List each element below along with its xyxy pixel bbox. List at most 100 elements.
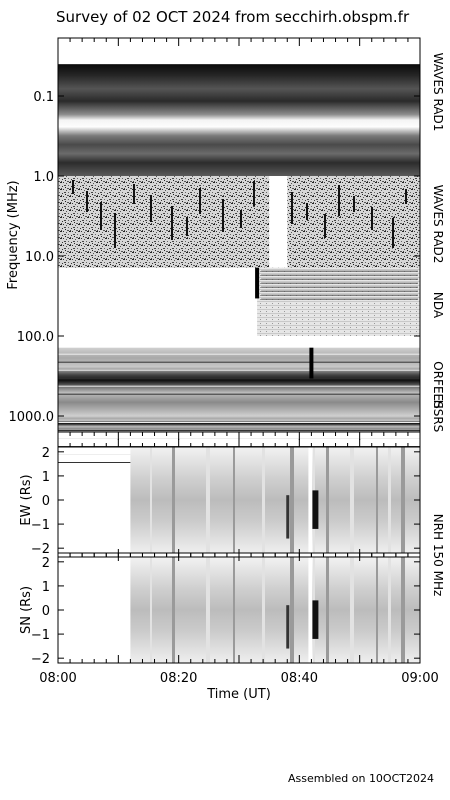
rad2-burst-streak [114,213,116,248]
nrh-time-stripe [401,557,405,663]
nrh-dark-band [286,605,290,649]
rad2-burst-streak [371,207,373,230]
nrh-time-stripe [150,557,152,663]
nrh-tick-label: −2 [31,542,50,557]
time-tick-label: 08:20 [160,671,197,686]
time-tick-label: 08:00 [39,671,76,686]
freq-axis-label: Frequency (MHz) [6,180,21,289]
rad2-burst-streak [222,199,224,232]
nrh-time-stripe [206,557,210,663]
rad2-burst-streak [150,195,152,222]
freq-tick-label: 1.0 [33,170,54,185]
freq-tick-label: 10.0 [25,250,54,265]
nrh-tick-label: 0 [42,604,50,619]
waves-rad1-panel [58,64,420,176]
rad2-burst-streak [72,180,74,194]
rad2-burst-streak [338,185,340,216]
nrh-time-stripe [350,447,354,553]
orfees-channel-line [58,353,420,355]
nrh-time-stripe [172,447,175,553]
time-axis-label: Time (UT) [206,687,271,702]
nrh-time-stripe [262,447,265,553]
instrument-label: WAVES RAD2 [431,185,445,264]
nrh-time-stripe [376,557,378,663]
instrument-label: NDA [431,292,445,319]
nrh-tick-label: 1 [42,580,50,595]
nda-interference-line [261,290,418,292]
hsrs-channel-line [58,422,420,423]
nda-interference-line [261,274,418,276]
nrh-tick-label: −2 [31,652,50,667]
rad2-burst-streak [324,214,326,238]
nda-panel [257,267,420,336]
rad2-burst-streak [405,189,407,204]
nrh-panel-image [130,557,420,663]
nda-interference-line [261,294,418,296]
nrh-panel-image [130,447,420,553]
nda-interference-line [261,270,418,272]
instrument-label: ORFEES [431,361,445,408]
rad2-burst-streak [306,203,308,220]
nrh-dark-source [312,490,319,529]
nrh-tick-label: −1 [31,628,50,643]
nda-interference-line [261,282,418,284]
time-tick-label: 09:00 [401,671,438,686]
time-tick-label: 08:40 [281,671,318,686]
orfees-panel [58,347,420,416]
nda-interference-line [261,278,418,280]
assembled-note: Assembled on 10OCT2024 [287,772,434,785]
nrh-time-stripe [150,447,152,553]
nrh-time-stripe [350,557,354,663]
page-title: Survey of 02 OCT 2024 from secchirh.obsp… [56,8,410,26]
nda-interference-line [261,286,418,288]
nrh-dark-band [286,495,290,539]
nrh-time-stripe [388,447,391,553]
hsrs-panel [58,416,420,432]
rad2-burst-streak [171,206,173,240]
orfees-channel-line [58,385,420,387]
hsrs-channel-line [58,430,420,431]
nrh-axis-label: SN (Rs) [19,586,34,634]
nrh-axis-label: EW (Rs) [19,474,34,525]
rad2-burst-streak [392,218,394,248]
spectrum-burst-mark [255,267,260,299]
freq-tick-label: 100.0 [17,330,54,345]
freq-tick-label: 1000.0 [9,410,55,425]
nrh-time-stripe [326,447,329,553]
nrh-bright-band [308,447,313,553]
rad2-burst-streak [199,188,201,214]
nrh-tick-label: 2 [42,446,50,461]
nrh-tick-label: −1 [31,518,50,533]
orfees-channel-line [58,377,420,379]
nrh-instrument-label: NRH 150 MHz [431,514,445,597]
rad2-burst-streak [240,210,242,228]
nrh-time-stripe [401,447,405,553]
rad2-burst-streak [86,191,88,212]
nda-interference-line [261,298,418,300]
nrh-bright-band [308,557,313,663]
spectrum-burst-mark [309,347,314,379]
nrh-time-stripe [290,447,294,553]
rad2-burst-streak [186,217,188,236]
nrh-time-stripe [262,557,265,663]
nrh-time-stripe [326,557,329,663]
rad2-burst-streak [253,181,255,206]
nrh-time-stripe [233,557,235,663]
instrument-label: WAVES RAD1 [431,53,445,132]
orfees-channel-line [58,361,420,363]
nrh-time-stripe [290,557,294,663]
nrh-time-stripe [376,447,378,553]
freq-tick-label: 0.1 [33,90,54,105]
orfees-channel-line [58,393,420,395]
nrh-tick-label: 1 [42,470,50,485]
instrument-label: HSRS [431,400,445,433]
nrh-tick-label: 0 [42,494,50,509]
nrh-time-stripe [233,447,235,553]
nrh-time-stripe [172,557,175,663]
orfees-channel-line [58,369,420,371]
rad2-burst-streak [100,202,102,230]
rad2-burst-streak [133,184,135,204]
waves-rad2-panel [58,176,420,268]
nrh-tick-label: 2 [42,556,50,571]
